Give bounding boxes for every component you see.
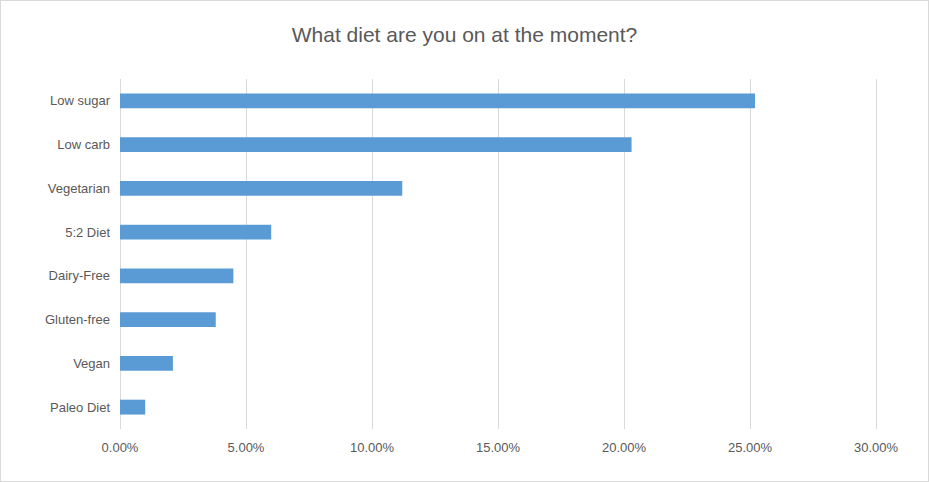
svg-text:0.00%: 0.00%: [102, 440, 139, 455]
svg-text:5.00%: 5.00%: [228, 440, 265, 455]
svg-text:Dairy-Free: Dairy-Free: [49, 268, 110, 283]
svg-text:20.00%: 20.00%: [602, 440, 647, 455]
svg-text:What diet are you on at the mo: What diet are you on at the moment?: [292, 23, 638, 46]
svg-text:Low sugar: Low sugar: [50, 93, 111, 108]
svg-text:15.00%: 15.00%: [476, 440, 521, 455]
svg-text:Vegan: Vegan: [73, 356, 110, 371]
svg-text:Gluten-free: Gluten-free: [45, 312, 110, 327]
svg-text:10.00%: 10.00%: [350, 440, 395, 455]
svg-text:Paleo Diet: Paleo Diet: [50, 400, 110, 415]
svg-text:30.00%: 30.00%: [854, 440, 899, 455]
svg-text:5:2 Diet: 5:2 Diet: [65, 225, 110, 240]
svg-text:25.00%: 25.00%: [728, 440, 773, 455]
svg-text:Vegetarian: Vegetarian: [48, 181, 110, 196]
svg-text:Low carb: Low carb: [57, 137, 110, 152]
